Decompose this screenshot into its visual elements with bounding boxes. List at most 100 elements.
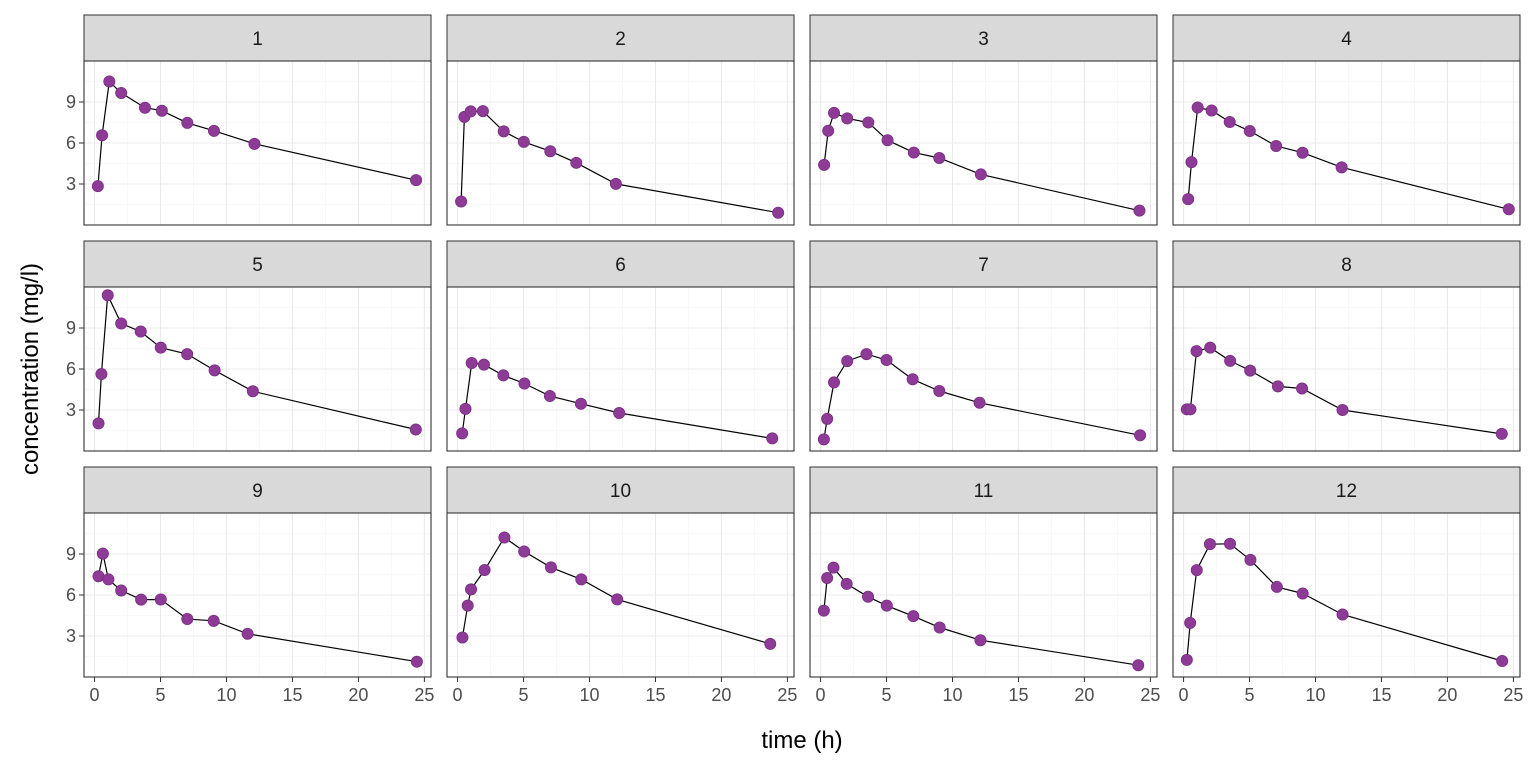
data-point [241, 627, 254, 640]
x-tick-label: 0 [90, 685, 100, 705]
data-point [103, 75, 116, 88]
data-point [92, 570, 105, 583]
data-point [1205, 104, 1218, 117]
data-point [456, 631, 469, 644]
panel-3: 3 [809, 14, 1158, 226]
data-point [974, 168, 987, 181]
strip-label-5: 5 [252, 255, 263, 276]
series-line-10 [461, 536, 771, 645]
series-line-6 [461, 362, 773, 439]
data-point [543, 390, 556, 403]
data-point [764, 637, 777, 650]
x-tick-label: 15 [1008, 685, 1028, 705]
y-tick-label: 3 [66, 400, 76, 420]
data-point [115, 86, 128, 99]
strip-12 [1172, 466, 1521, 514]
data-point [1244, 364, 1257, 377]
data-point [907, 610, 920, 623]
panel-border [809, 60, 1158, 226]
y-tick-label: 9 [66, 92, 76, 112]
panel-2: 2 [446, 14, 795, 226]
strip-3 [809, 14, 1158, 62]
panel-9: 9 3 6 9 0 5 10 15 20 25 [66, 466, 434, 705]
panel-border [1172, 286, 1521, 452]
panel-1: 1 3 6 9 [66, 14, 432, 226]
series-line-8 [1186, 347, 1502, 435]
strip-label-8: 8 [1341, 255, 1352, 276]
x-tick-label: 10 [579, 685, 599, 705]
panel-5: 5 3 6 9 [66, 240, 432, 452]
data-point [772, 206, 785, 219]
y-tick-label: 6 [66, 133, 76, 153]
data-point [465, 583, 478, 596]
data-point [461, 599, 474, 612]
data-point [464, 105, 477, 118]
data-point [410, 655, 423, 668]
y-tick-label: 9 [66, 544, 76, 564]
data-point [544, 145, 557, 158]
data-point [841, 112, 854, 125]
data-point [974, 634, 987, 647]
series-line-4 [1187, 106, 1509, 210]
x-tick-label: 0 [1179, 685, 1189, 705]
strip-1 [83, 14, 432, 62]
data-point [574, 397, 587, 410]
data-point [1204, 341, 1217, 354]
strip-label-2: 2 [615, 29, 626, 50]
strip-5 [83, 240, 432, 288]
data-point [828, 376, 841, 389]
data-point [1296, 146, 1309, 159]
data-point [102, 573, 115, 586]
panel-8: 8 [1172, 240, 1521, 452]
x-tick-label: 15 [645, 685, 665, 705]
y-axis-title: concentration (mg/l) [17, 263, 44, 475]
data-point [766, 432, 779, 445]
data-point [933, 621, 946, 634]
panel-border [809, 286, 1158, 452]
data-point [497, 125, 510, 138]
data-point [1184, 403, 1197, 416]
data-point [880, 599, 893, 612]
data-point [478, 563, 491, 576]
data-point [518, 377, 531, 390]
data-point [181, 613, 194, 626]
data-point [1296, 382, 1309, 395]
data-point [841, 355, 854, 368]
data-point [862, 590, 875, 603]
data-point [1243, 124, 1256, 137]
data-point [821, 572, 834, 585]
data-point [1185, 156, 1198, 169]
data-point [828, 106, 841, 119]
data-point [840, 577, 853, 590]
y-tick-label: 9 [66, 318, 76, 338]
strip-label-10: 10 [610, 481, 631, 502]
data-point [860, 348, 873, 361]
data-point [822, 124, 835, 137]
panel-12: 12 0 5 10 15 20 25 [1172, 466, 1523, 705]
data-point [517, 135, 530, 148]
strip-label-11: 11 [974, 481, 994, 502]
strip-label-12: 12 [1336, 481, 1357, 502]
x-axis-title: time (h) [761, 727, 842, 754]
panel-7: 7 [809, 240, 1158, 452]
x-tick-label: 10 [942, 685, 962, 705]
strip-label-4: 4 [1341, 29, 1352, 50]
x-tick-label: 25 [1503, 685, 1523, 705]
data-point [155, 104, 168, 117]
data-point [135, 593, 148, 606]
data-point [154, 593, 167, 606]
data-point [92, 417, 105, 430]
data-point [906, 373, 919, 386]
data-point [907, 146, 920, 159]
panel-border [809, 512, 1158, 678]
data-point [1270, 140, 1283, 153]
data-point [1223, 537, 1236, 550]
data-point [933, 385, 946, 398]
y-tick-label: 6 [66, 359, 76, 379]
data-point [1270, 580, 1283, 593]
data-point [207, 124, 220, 137]
data-point [207, 614, 220, 627]
data-point [518, 545, 531, 558]
data-point [570, 156, 583, 169]
